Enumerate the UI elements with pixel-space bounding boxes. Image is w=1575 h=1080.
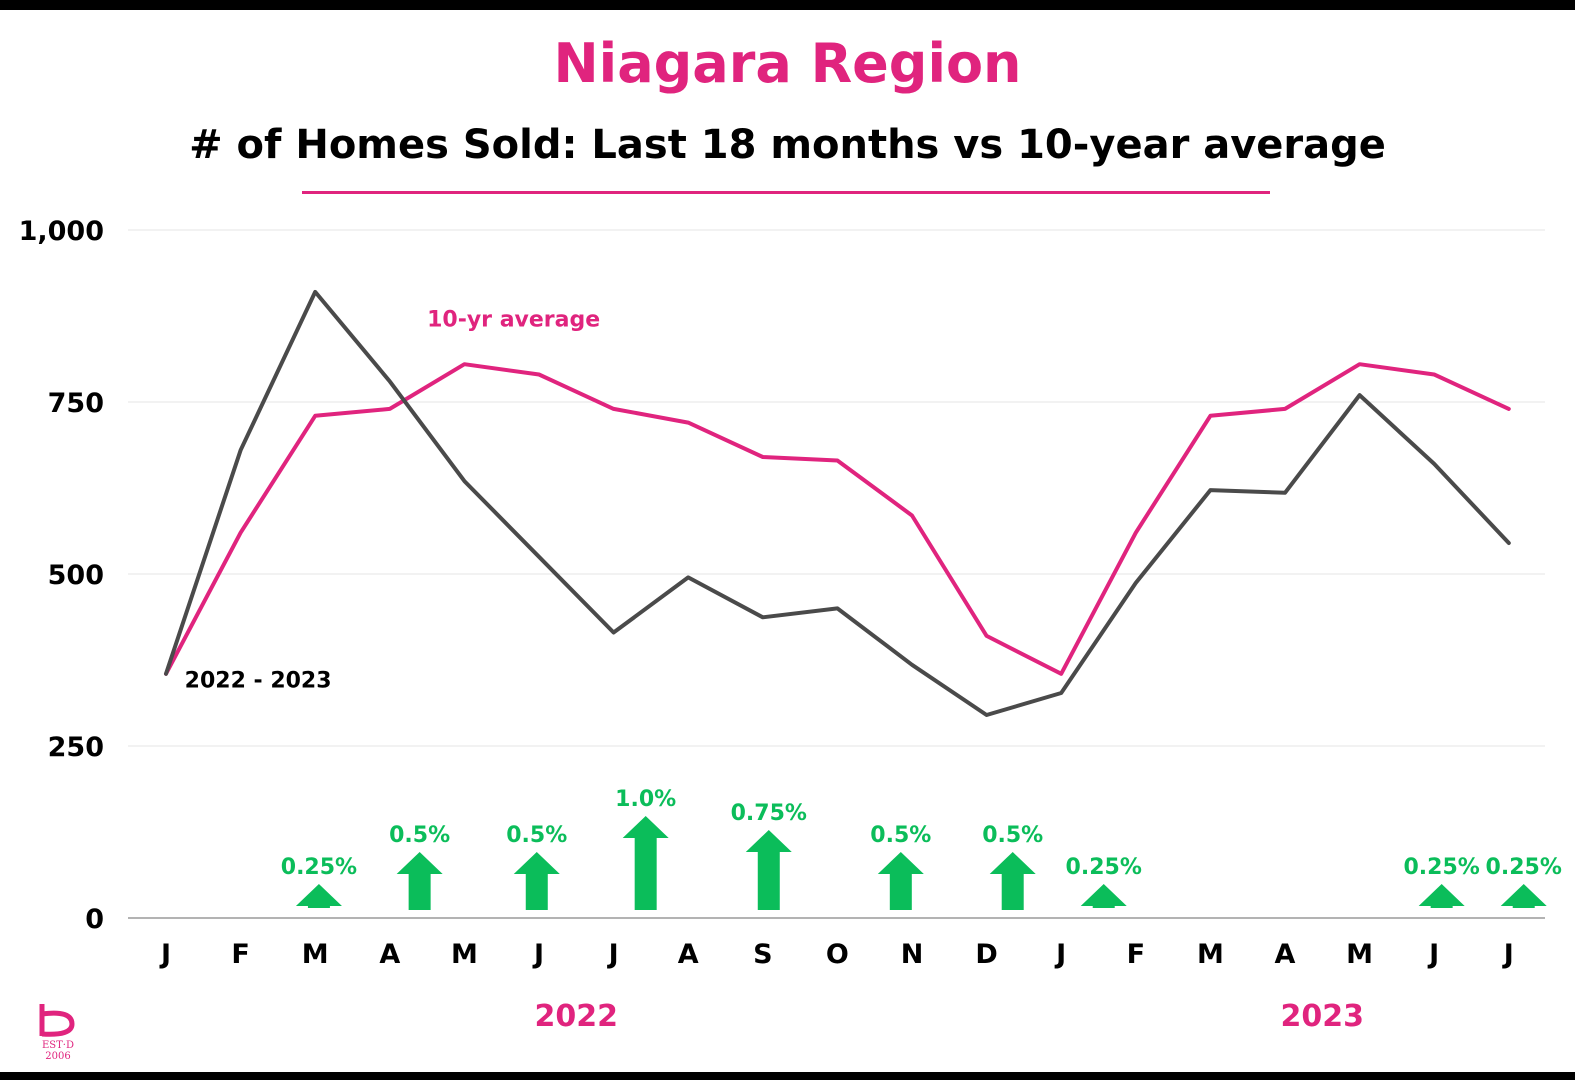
rate-label: 0.25% bbox=[281, 855, 357, 880]
up-arrow-icon bbox=[396, 852, 443, 910]
brand-logo: EST·D 2006 bbox=[28, 1002, 98, 1062]
series-line bbox=[164, 362, 1511, 676]
x-tick-label: F bbox=[231, 939, 249, 970]
y-tick-label: 500 bbox=[48, 560, 104, 591]
x-tick-label: A bbox=[379, 939, 400, 970]
up-arrow-icon bbox=[1418, 884, 1465, 908]
x-tick-label: F bbox=[1127, 939, 1145, 970]
chart-canvas: 0 250 500 750 1,000 J F M A M J J A S O N D J F M A M J J 2022… bbox=[0, 10, 1575, 1072]
rate-label: 0.5% bbox=[389, 823, 450, 848]
rate-label: 0.25% bbox=[1403, 855, 1479, 880]
x-tick-label: D bbox=[975, 939, 997, 970]
logo-established-text: EST·D 2006 bbox=[41, 1040, 75, 1062]
up-arrow-icon bbox=[295, 884, 342, 908]
series-lines bbox=[164, 289, 1511, 717]
grid-lines bbox=[128, 229, 1545, 919]
x-tick-label: O bbox=[826, 939, 849, 970]
x-tick-label: A bbox=[678, 939, 699, 970]
year-label: 2022 bbox=[535, 999, 619, 1034]
year-label: 2023 bbox=[1281, 999, 1365, 1034]
series-labels: 2022 - 2023 10-yr average bbox=[185, 307, 601, 693]
up-arrow-icon bbox=[877, 852, 924, 910]
title-underline bbox=[302, 191, 1270, 194]
rate-increase-arrows: 0.25% 0.5% 0.5% 1.0% 0.75% 0.5% 0.5% 0.25% 0.25%… bbox=[281, 787, 1562, 910]
chart-plot: 0 250 500 750 1,000 J F M A M J J A S O N D J F M A M J J 2022… bbox=[19, 216, 1562, 1034]
brand-b-logo-icon bbox=[39, 1004, 75, 1037]
y-axis: 0 250 500 750 1,000 bbox=[19, 216, 104, 935]
up-arrow-icon bbox=[513, 852, 560, 910]
up-arrow-icon bbox=[745, 830, 792, 910]
rate-label: 0.25% bbox=[1066, 855, 1142, 880]
year-labels: 2022 2023 bbox=[535, 999, 1365, 1034]
x-tick-label: M bbox=[451, 939, 478, 970]
rate-label: 0.5% bbox=[870, 823, 931, 848]
x-tick-label: M bbox=[302, 939, 329, 970]
rate-label: 0.25% bbox=[1486, 855, 1562, 880]
series-label: 2022 - 2023 bbox=[185, 669, 332, 694]
x-tick-label: J bbox=[1054, 939, 1066, 970]
rate-label: 0.5% bbox=[982, 823, 1043, 848]
up-arrow-icon bbox=[1080, 884, 1127, 908]
x-tick-label: M bbox=[1197, 939, 1224, 970]
chart-subtitle: # of Homes Sold: Last 18 months vs 10-ye… bbox=[189, 122, 1386, 168]
rate-label: 1.0% bbox=[615, 787, 676, 812]
x-tick-label: J bbox=[1427, 939, 1439, 970]
rate-label: 0.75% bbox=[731, 801, 807, 826]
up-arrow-icon bbox=[989, 852, 1036, 910]
chart-title: Niagara Region bbox=[553, 32, 1022, 95]
x-tick-label: J bbox=[1502, 939, 1514, 970]
y-tick-label: 250 bbox=[48, 732, 104, 763]
x-tick-label: J bbox=[607, 939, 619, 970]
x-tick-label: N bbox=[901, 939, 924, 970]
series-line bbox=[164, 289, 1511, 717]
up-arrow-icon bbox=[622, 816, 669, 910]
x-tick-label: A bbox=[1275, 939, 1296, 970]
rate-label: 0.5% bbox=[506, 823, 567, 848]
up-arrow-icon bbox=[1500, 884, 1547, 908]
x-tick-label: J bbox=[532, 939, 544, 970]
y-tick-label: 1,000 bbox=[19, 216, 104, 247]
x-tick-label: J bbox=[159, 939, 171, 970]
x-tick-label: M bbox=[1346, 939, 1373, 970]
y-tick-label: 0 bbox=[85, 904, 104, 935]
x-tick-label: S bbox=[753, 939, 772, 970]
series-label: 10-yr average bbox=[427, 307, 600, 332]
y-tick-label: 750 bbox=[48, 388, 104, 419]
